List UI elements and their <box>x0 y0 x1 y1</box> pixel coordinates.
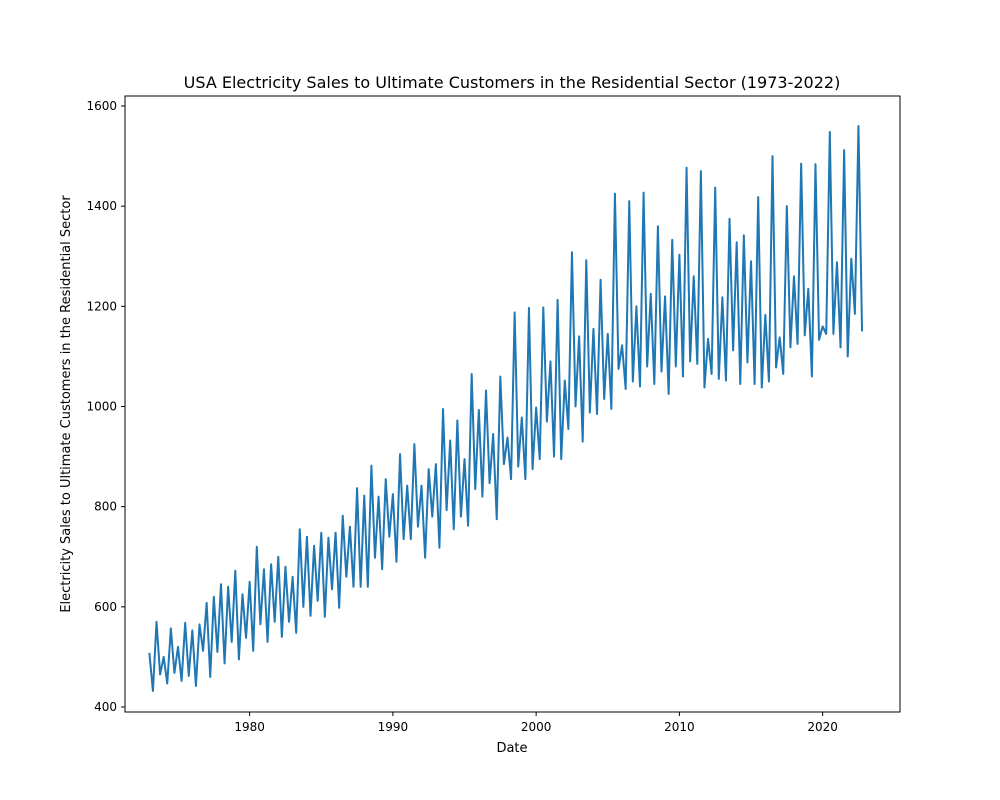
x-axis-ticks: 1980 1990 2000 2010 2020 <box>234 712 838 734</box>
y-axis-label: Electricity Sales to Ultimate Customers … <box>59 195 74 613</box>
x-tick-label: 2020 <box>807 720 838 734</box>
x-axis-label: Date <box>496 741 527 756</box>
y-tick-label: 1400 <box>86 199 117 213</box>
y-tick-label: 1000 <box>86 400 117 414</box>
y-tick-label: 400 <box>94 700 117 714</box>
y-tick-label: 1600 <box>86 99 117 113</box>
x-tick-label: 2010 <box>664 720 695 734</box>
x-tick-label: 1980 <box>234 720 265 734</box>
y-tick-label: 800 <box>94 500 117 514</box>
y-tick-label: 1200 <box>86 299 117 313</box>
plot-area-frame <box>124 95 901 713</box>
y-tick-label: 600 <box>94 600 117 614</box>
x-tick-label: 1990 <box>378 720 409 734</box>
y-axis-ticks: 400 600 800 1000 1200 1400 1600 <box>86 99 125 714</box>
x-tick-label: 2000 <box>521 720 552 734</box>
chart-title: USA Electricity Sales to Ultimate Custom… <box>184 73 841 92</box>
series-line <box>148 125 864 692</box>
